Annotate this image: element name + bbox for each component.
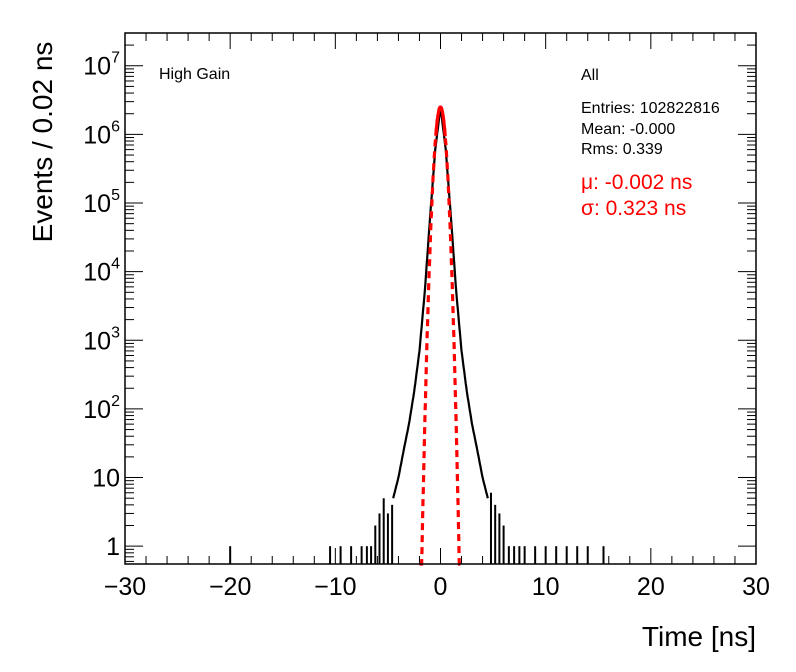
stats-mean: Mean: -0.000 <box>581 121 675 138</box>
fit-mu-label: μ: -0.002 ns <box>581 171 692 194</box>
stats-rms: Rms: 0.339 <box>581 141 663 158</box>
x-tick-label: 20 <box>637 573 665 601</box>
x-tick-label: −10 <box>314 573 356 601</box>
annotation-high-gain: High Gain <box>159 66 230 83</box>
x-axis-title: Time [ns] <box>642 621 756 652</box>
y-axis-title: Events / 0.02 ns <box>27 42 58 243</box>
x-tick-label: 0 <box>434 573 448 601</box>
x-tick-label: 30 <box>742 573 770 601</box>
x-tick-label: −20 <box>209 573 251 601</box>
y-tick-label: 104 <box>83 256 120 287</box>
y-tick-label: 102 <box>83 393 120 424</box>
axes-group: −30 −20 −10 0 10 20 30 1 10 102 103 104 105 106 107 <box>83 32 770 601</box>
y-tick-label: 103 <box>83 324 120 355</box>
gaussian-fit-peak <box>434 105 447 137</box>
x-tick-label: −30 <box>104 573 146 601</box>
y-tick-label: 105 <box>83 187 120 218</box>
y-tick-label: 10 <box>92 465 120 493</box>
fit-sigma-label: σ: 0.323 ns <box>581 197 686 220</box>
stats-title: All <box>581 67 599 84</box>
y-tick-label: 107 <box>83 50 120 81</box>
y-tick-label: 106 <box>83 118 120 149</box>
plot-frame <box>124 32 757 565</box>
y-tick-label: 1 <box>106 533 120 561</box>
fit-group <box>419 105 462 566</box>
x-tick-label: 10 <box>532 573 560 601</box>
stats-entries: Entries: 102822816 <box>581 100 720 117</box>
